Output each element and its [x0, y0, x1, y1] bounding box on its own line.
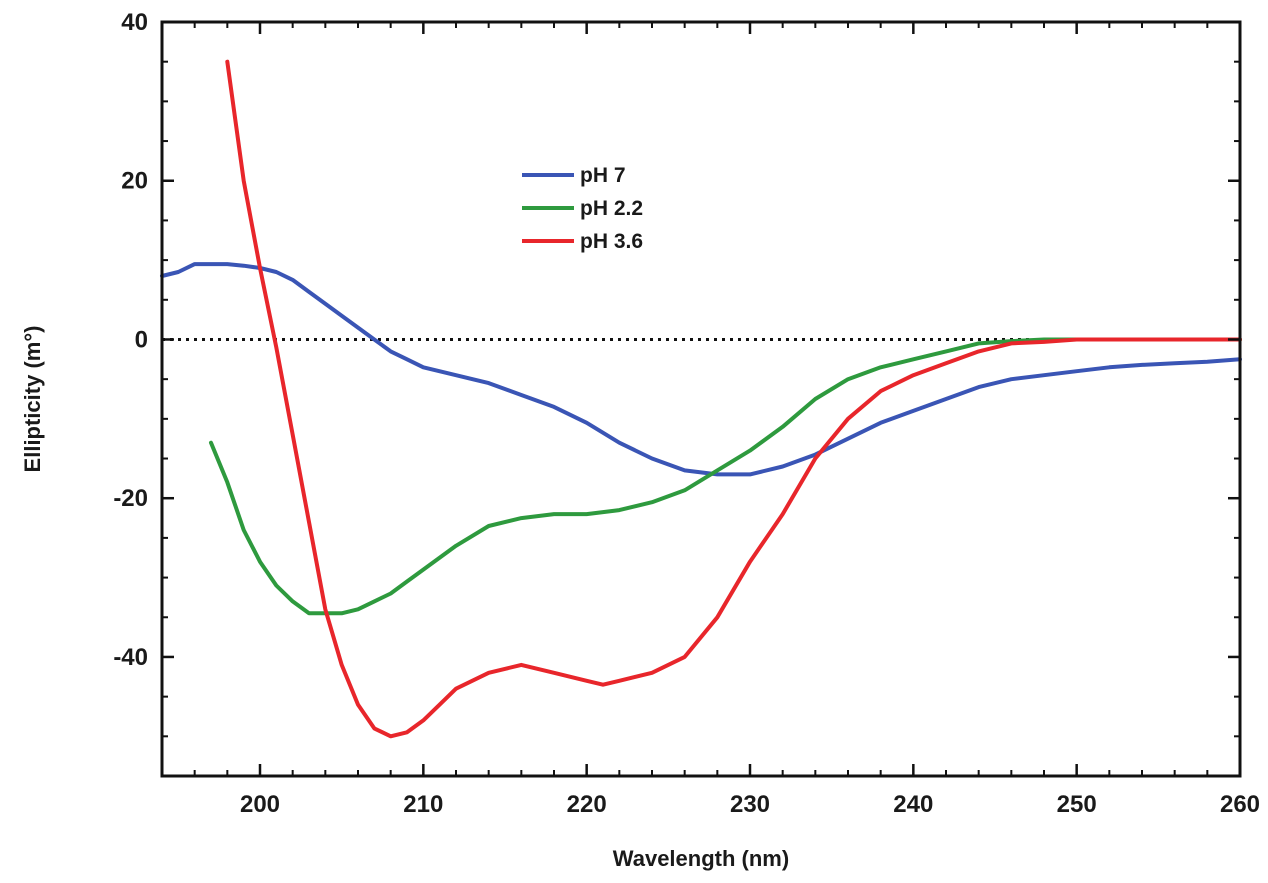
series-line-1: [209, 337, 1242, 616]
y-axis-title: Ellipticity (m°): [20, 326, 45, 473]
x-tick-label: 230: [730, 791, 770, 818]
y-tick-label: -40: [113, 644, 148, 671]
x-tick-label: 240: [893, 791, 933, 818]
x-tick-label: 250: [1057, 791, 1097, 818]
x-axis-title: Wavelength (nm): [613, 846, 789, 871]
x-tick-label: 200: [240, 791, 280, 818]
legend: pH 7 pH 2.2 pH 3.6: [522, 164, 643, 253]
plot-frame: [160, 20, 1242, 778]
y-tick-label: 0: [135, 326, 148, 353]
x-tick-label: 210: [403, 791, 443, 818]
x-tick-label: 260: [1220, 791, 1260, 818]
series-line-0: [160, 262, 1242, 477]
legend-label: pH 3.6: [580, 230, 643, 253]
y-tick-label: 40: [121, 9, 148, 36]
series-line-2: [225, 59, 1242, 739]
y-tick-label: 20: [121, 168, 148, 195]
legend-label: pH 2.2: [580, 197, 643, 220]
x-tick-label: 220: [567, 791, 607, 818]
legend-label: pH 7: [580, 164, 626, 187]
y-tick-label: -20: [113, 485, 148, 512]
series-layer: [160, 59, 1242, 739]
